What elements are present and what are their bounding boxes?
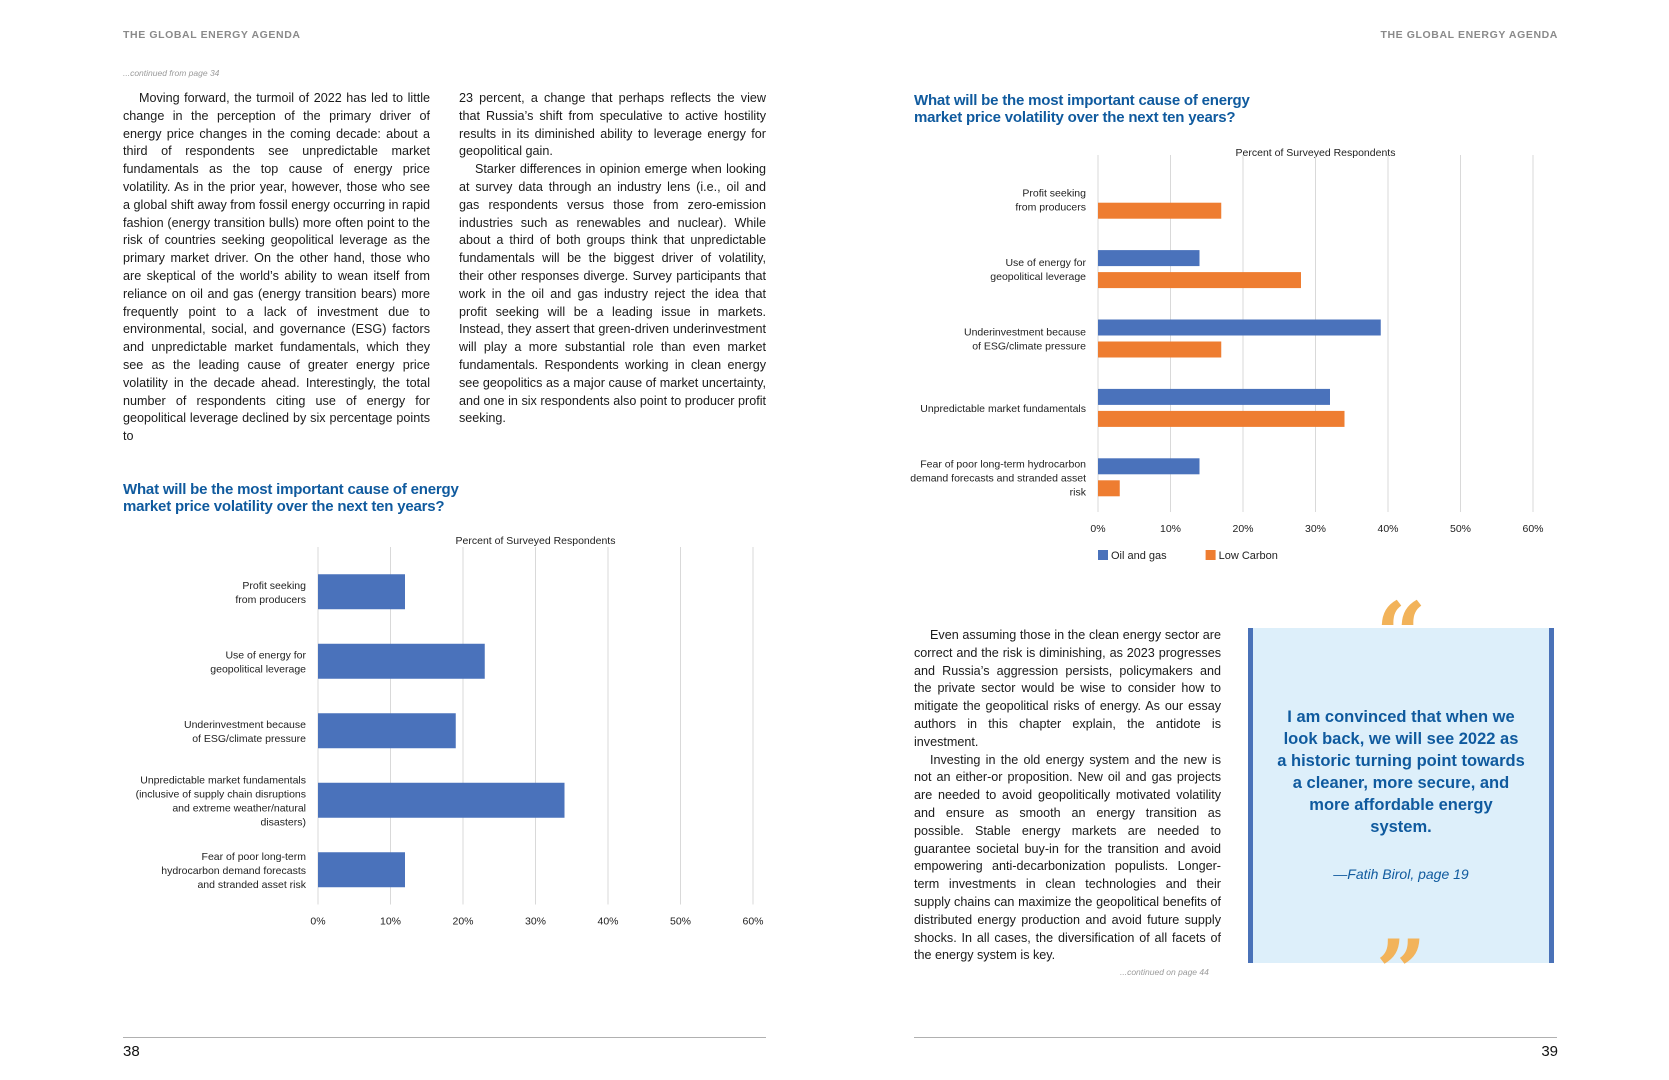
paragraph: Investing in the old energy system and t… [914, 752, 1221, 963]
x-tick-label: 20% [452, 916, 473, 928]
legend-swatch [1205, 550, 1216, 560]
x-tick-label: 30% [525, 916, 546, 928]
paragraph: Moving forward, the turmoil of 2022 has … [123, 91, 430, 444]
legend-swatch [1098, 550, 1108, 560]
bar [1098, 250, 1200, 267]
pull-quote-attribution: —Fatih Birol, page 19 [1333, 866, 1469, 882]
paragraph: Starker differences in opinion emerge wh… [459, 162, 766, 426]
x-tick-label: 10% [1160, 523, 1181, 535]
x-tick-label: 50% [1450, 523, 1471, 535]
category-label: and stranded asset risk [197, 879, 306, 891]
body-column-left-1: Moving forward, the turmoil of 2022 has … [123, 90, 430, 446]
bar [1098, 458, 1200, 475]
bar [1098, 341, 1222, 358]
bar [318, 852, 405, 888]
bar [1098, 480, 1120, 497]
chart-subtitle: Percent of Surveyed Respondents [1236, 147, 1396, 159]
x-tick-label: 40% [597, 916, 618, 928]
bar [1098, 410, 1345, 427]
category-label: Profit seeking [242, 580, 306, 592]
x-tick-label: 50% [670, 916, 691, 928]
category-label: (inclusive of supply chain disruptions [136, 788, 306, 800]
legend-label: Oil and gas [1111, 550, 1167, 562]
running-head-left: THE GLOBAL ENERGY AGENDA [123, 29, 301, 41]
category-label: Underinvestment because [964, 327, 1086, 339]
bar [1098, 388, 1330, 405]
continued-from-note: ...continued from page 34 [123, 68, 220, 78]
close-quote-icon: ” [1375, 920, 1427, 1024]
category-label: geopolitical leverage [210, 663, 306, 675]
category-label: Unpredictable market fundamentals [140, 774, 306, 786]
bar [318, 782, 565, 818]
category-label: Fear of poor long-term [202, 851, 307, 863]
bar [1098, 319, 1381, 336]
bar [318, 574, 405, 610]
category-label: from producers [1015, 202, 1086, 214]
bar [1098, 202, 1222, 219]
chart-2: Percent of Surveyed Respondents 0% 10% 20% 3… [910, 147, 1543, 562]
pull-quote-text: I am convinced that when we look back, w… [1277, 708, 1525, 836]
category-label: risk [1070, 486, 1087, 498]
x-tick-label: 0% [310, 916, 325, 928]
bar [318, 713, 456, 749]
body-column-left-2: 23 percent, a change that perhaps reflec… [459, 90, 766, 428]
category-label: Underinvestment because [184, 719, 306, 731]
bar [318, 643, 485, 679]
category-label: Use of energy for [1005, 257, 1086, 269]
legend-label: Low Carbon [1219, 550, 1278, 562]
category-label: demand forecasts and stranded asset [910, 472, 1086, 484]
category-label: and extreme weather/natural [172, 802, 306, 814]
category-label: Use of energy for [225, 649, 306, 661]
body-column-right: Even assuming those in the clean energy … [914, 627, 1221, 965]
chart-2-title: What will be the most important cause of… [914, 92, 1250, 126]
footer-rule-right [914, 1037, 1557, 1038]
x-tick-label: 40% [1377, 523, 1398, 535]
category-label: Profit seeking [1022, 188, 1086, 200]
chart-1: Percent of Surveyed Respondents 0% 10% 20% 3… [136, 535, 764, 928]
bar [1098, 272, 1301, 289]
x-tick-label: 60% [1522, 523, 1543, 535]
category-label: of ESG/climate pressure [192, 733, 306, 745]
x-tick-label: 20% [1232, 523, 1253, 535]
page-number-right: 39 [1541, 1043, 1558, 1060]
continued-on-note: ...continued on page 44 [1120, 967, 1209, 977]
chart-1-title: What will be the most important cause of… [123, 481, 459, 515]
running-head-right: THE GLOBAL ENERGY AGENDA [1380, 29, 1558, 41]
category-label: hydrocarbon demand forecasts [161, 865, 306, 877]
paragraph: Even assuming those in the clean energy … [914, 628, 1221, 749]
category-label: Unpredictable market fundamentals [920, 403, 1086, 415]
page-number-left: 38 [123, 1043, 140, 1060]
category-label: from producers [235, 594, 306, 606]
category-label: Fear of poor long-term hydrocarbon [920, 458, 1086, 470]
x-tick-label: 60% [742, 916, 763, 928]
category-label: geopolitical leverage [990, 271, 1086, 283]
category-label: of ESG/climate pressure [972, 341, 1086, 353]
paragraph: 23 percent, a change that perhaps reflec… [459, 91, 766, 159]
pull-quote: I am convinced that when we look back, w… [1248, 628, 1554, 963]
x-tick-label: 30% [1305, 523, 1326, 535]
x-tick-label: 10% [380, 916, 401, 928]
category-label: disasters) [260, 816, 306, 828]
chart-subtitle: Percent of Surveyed Respondents [456, 535, 616, 547]
x-tick-label: 0% [1090, 523, 1105, 535]
footer-rule-left [123, 1037, 766, 1038]
